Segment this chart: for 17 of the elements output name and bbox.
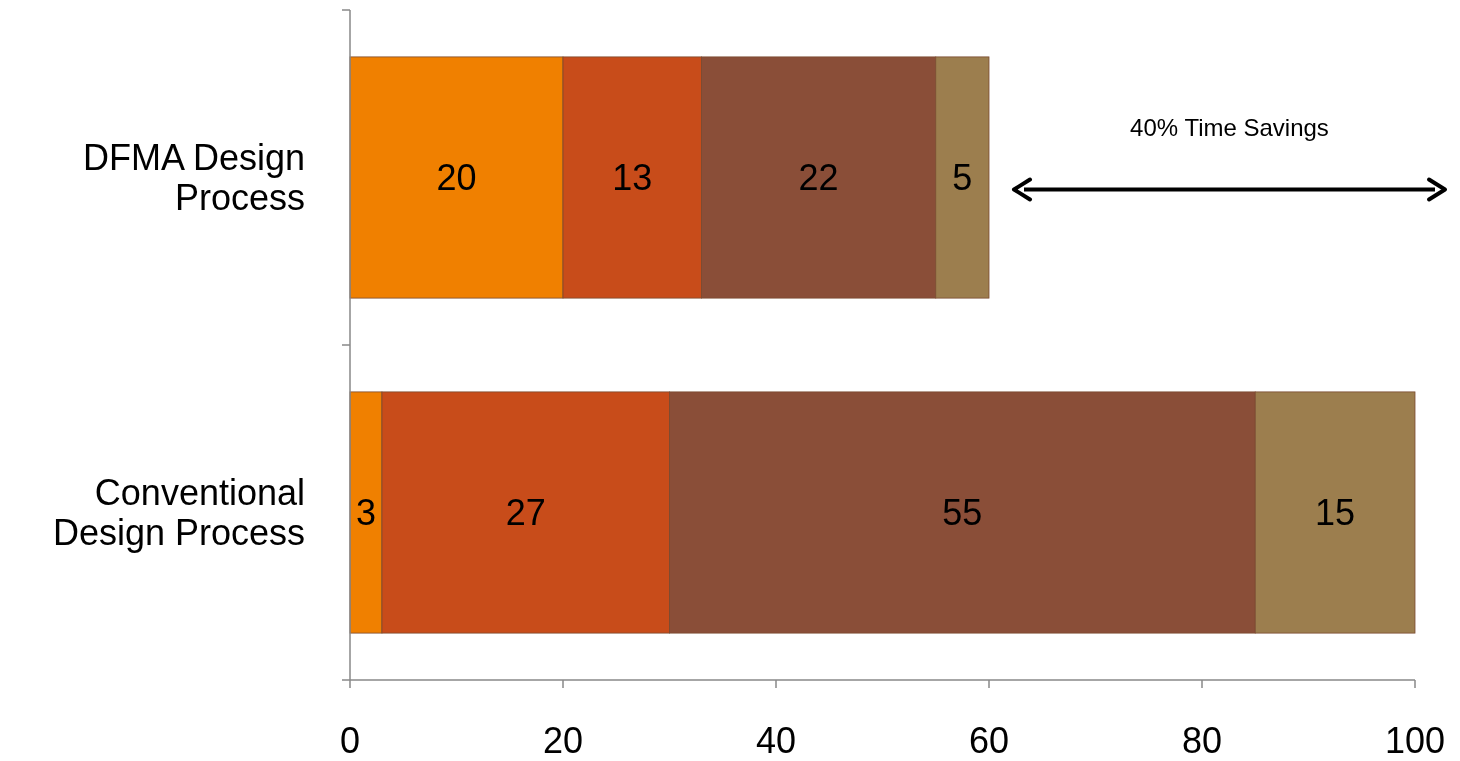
data-label: 3 xyxy=(355,492,376,534)
data-label: 15 xyxy=(1315,492,1356,534)
x-tick-label: 80 xyxy=(1181,719,1223,761)
x-tick-label: 20 xyxy=(542,719,584,761)
y-tick-label: DFMA Design Process xyxy=(82,137,305,219)
x-tick-label: 100 xyxy=(1384,719,1446,761)
data-label: 27 xyxy=(505,492,546,534)
data-label: 5 xyxy=(952,157,973,199)
data-label: 20 xyxy=(436,157,477,199)
x-tick-label: 0 xyxy=(339,719,361,761)
x-tick-label: 60 xyxy=(968,719,1010,761)
y-tick-label: Conventional Design Process xyxy=(52,472,305,554)
data-label: 13 xyxy=(612,157,653,199)
x-tick-label: 40 xyxy=(755,719,797,761)
annotation: 40% Time Savings xyxy=(1130,113,1329,141)
data-label: 55 xyxy=(942,492,983,534)
data-label: 22 xyxy=(798,157,839,199)
